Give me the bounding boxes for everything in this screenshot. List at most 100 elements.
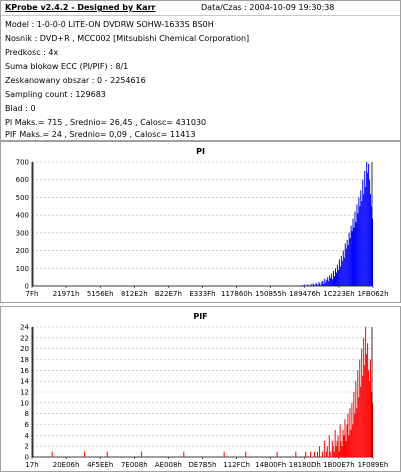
pif-bar [347,413,349,457]
info-model: Model : 1-0-0-0 LITE-ON DVDRW SOHW-1633S… [5,20,214,29]
pif-bar [366,354,368,457]
pif-bar [329,451,331,457]
pi-bar [372,218,373,286]
pi-bar [368,163,370,286]
pi-bar [301,285,303,286]
pif-bar [372,402,373,457]
pif-chart-panel: PIF 0 2 4 6 8 10 12 14 16 18 20 22 24 17h 20E06h 4F5EEh… [0,306,401,472]
pif-bar [337,435,339,457]
pi-bar [335,272,337,286]
pif-bar [326,446,328,457]
pi-bar [351,231,353,286]
pif-bar [370,359,372,457]
pi-bar [327,277,329,286]
pi-bar [363,193,365,286]
pi-x-tick-label: 189476h [289,290,320,298]
pif-bar [354,413,356,457]
pi-bar [355,222,357,286]
pi-bar [338,259,340,286]
pif-bar [368,370,370,457]
pi-bar [353,227,355,286]
pif-bar [348,435,350,457]
pif-y-tick-label: 2 [25,443,29,451]
pif-bar [361,348,363,457]
pif-bar [360,386,362,457]
pi-bar [345,248,347,286]
pif-bar [106,451,108,457]
pif-bar [359,359,361,457]
pif-bar [351,402,353,457]
pi-x-tick-label: 1C223Eh [323,290,355,298]
pif-bar [245,451,247,457]
pif-bar [333,451,335,457]
pi-chart: 0 100 200 300 400 500 600 700 7Fh 21971h 5156Eh 812… [16,159,389,299]
pif-bar [367,343,369,457]
pif-x-tick-label: 14B00Fh [255,461,286,469]
pi-bar [336,264,338,286]
pi-bar [329,275,331,286]
pif-bar [223,451,225,457]
pi-bar [358,197,360,286]
pif-bar [323,440,325,457]
pi-bar [362,179,364,286]
pif-bar [355,381,357,457]
pi-bar [342,250,344,286]
pif-bar [295,451,297,457]
pif-y-tick-label: 14 [20,378,29,386]
pi-bar [339,266,341,286]
pi-bar [364,170,366,286]
pif-x-tick-label: DE7B5h [189,461,217,469]
info-sampling-count: Sampling count : 129683 [5,90,106,99]
pi-x-tick-label: 117860h [221,290,252,298]
pi-bar [316,284,318,286]
pif-bar [310,451,312,457]
pif-y-tick-label: 12 [20,389,29,397]
pi-bar [371,206,373,286]
pif-y-tick-label: 0 [25,454,29,462]
pi-bar [330,278,332,286]
pif-bar [363,337,365,457]
pif-chart-title: PIF [193,312,208,321]
pi-bar [359,206,361,286]
pi-bar [303,284,305,286]
pi-chart-panel: PI 0 100 200 300 400 500 600 700 7Fh 21971h 5156Eh… [0,141,401,303]
pi-bar [365,186,367,286]
pi-bar [328,281,330,286]
pif-bar [334,429,336,457]
pif-bar [339,424,341,457]
pi-bar [350,225,352,286]
pi-bar [324,278,326,286]
pi-bar [322,280,324,286]
pif-x-tick-label: 20E06h [53,461,80,469]
pi-bar [349,238,351,286]
pif-x-tick-label: 1B00E7h [323,461,354,469]
pif-bar [350,429,352,457]
pi-bar [340,255,342,286]
pi-chart-title: PI [196,147,205,156]
pif-bar [141,451,143,457]
info-speed: Predkosc : 4x [5,48,59,57]
pif-y-tick-label: 4 [25,432,30,440]
pi-bar [344,243,346,286]
pi-y-tick-label: 700 [16,159,29,167]
pi-bar [313,284,315,286]
pif-y-tick-label: 18 [20,356,29,364]
pi-bar [360,190,362,286]
pi-bar [352,218,354,286]
pif-bar [332,446,334,457]
app-title: KProbe v2.4.2 - Designed by Karr [5,3,156,12]
pi-bar [343,257,345,286]
pif-y-tick-label: 8 [25,410,29,418]
pi-y-tick-label: 0 [25,283,29,291]
pif-bar [342,429,344,457]
pif-bar [364,364,366,457]
pif-y-tick-label: 22 [20,334,29,342]
pi-y-tick-label: 100 [16,265,29,273]
pif-bar [362,375,364,457]
pi-bar [347,245,349,286]
pi-y-tick-label: 500 [16,194,29,202]
pif-x-tick-label: 7E008h [121,461,148,469]
pi-y-tick-label: 600 [16,176,29,184]
pif-y-tick-label: 24 [20,324,29,332]
